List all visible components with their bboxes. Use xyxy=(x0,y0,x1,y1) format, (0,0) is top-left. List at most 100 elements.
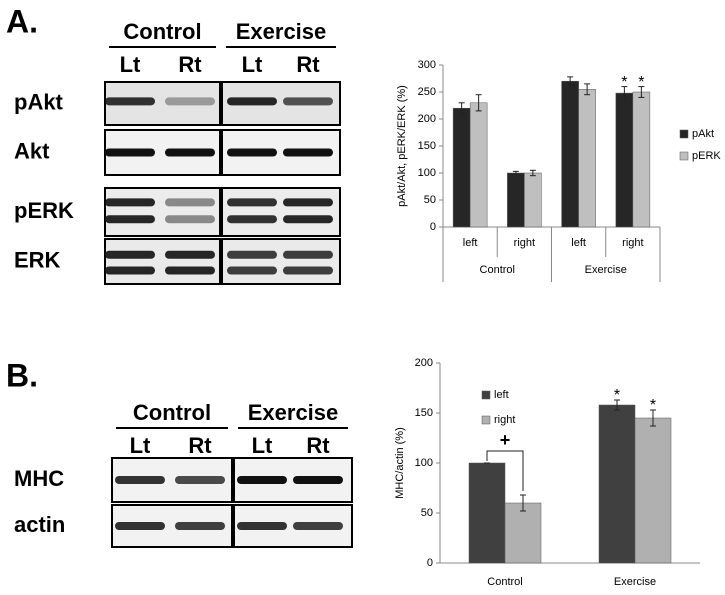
blot-band xyxy=(283,266,333,275)
panel-label: B. xyxy=(6,357,38,393)
blot-band xyxy=(227,250,277,259)
group-label: Control xyxy=(133,400,211,425)
blot-band xyxy=(283,148,333,157)
bar xyxy=(452,107,471,228)
x-tick-label: right xyxy=(514,237,535,249)
lane-label: Lt xyxy=(130,433,151,458)
blot-box xyxy=(104,238,221,285)
y-tick-label: 0 xyxy=(430,221,436,233)
error-bar xyxy=(512,170,519,176)
error-bar xyxy=(638,86,645,98)
annotation: * xyxy=(621,74,627,91)
bar xyxy=(632,91,651,228)
error-bar xyxy=(621,86,628,101)
bar xyxy=(469,102,488,228)
error-bar xyxy=(567,76,574,87)
y-tick-label: 0 xyxy=(427,557,433,569)
error-bar xyxy=(475,94,482,112)
blot-band xyxy=(227,215,277,224)
error-bar xyxy=(614,399,620,411)
blot-band xyxy=(165,198,215,207)
blot-band xyxy=(105,198,155,207)
row-label: Akt xyxy=(14,138,50,163)
blot-band xyxy=(165,148,215,157)
x-tick-label: Exercise xyxy=(614,576,656,588)
error-bar xyxy=(520,494,526,512)
y-tick-label: 150 xyxy=(418,140,436,152)
group-label: Control xyxy=(123,19,201,44)
annotation: * xyxy=(638,74,644,91)
x-tick-label: Control xyxy=(487,576,522,588)
blot-band xyxy=(283,215,333,224)
blot-band xyxy=(165,97,215,106)
panel-label: A. xyxy=(6,3,38,39)
error-bar xyxy=(458,102,465,115)
blot-band xyxy=(237,476,287,484)
legend-label: pERK xyxy=(692,150,721,162)
y-tick-label: 100 xyxy=(418,167,436,179)
bar xyxy=(507,172,525,228)
bar xyxy=(578,89,596,228)
legend-swatch xyxy=(481,390,491,400)
blot-band xyxy=(105,266,155,275)
group-label: Control xyxy=(480,264,515,276)
blot-band xyxy=(293,476,343,484)
y-tick-label: 250 xyxy=(418,86,436,98)
legend-label: right xyxy=(494,414,515,426)
blot-band xyxy=(227,97,277,106)
blot-band xyxy=(227,266,277,275)
legend-swatch xyxy=(679,151,689,161)
lane-label: Rt xyxy=(306,433,330,458)
bar xyxy=(468,462,506,564)
bar xyxy=(598,404,636,564)
error-bar xyxy=(650,409,656,427)
bar xyxy=(634,417,672,564)
blot-band xyxy=(165,215,215,224)
blot-band xyxy=(227,198,277,207)
y-tick-label: 200 xyxy=(418,113,436,125)
y-tick-label: 200 xyxy=(415,357,433,369)
blot-band xyxy=(115,476,165,484)
legend-label: pAkt xyxy=(692,128,714,140)
bar xyxy=(615,92,634,228)
x-tick-label: left xyxy=(571,237,586,249)
row-label: pERK xyxy=(14,198,74,223)
blot-band xyxy=(283,250,333,259)
lane-label: Rt xyxy=(296,52,320,77)
legend-swatch xyxy=(481,415,491,425)
lane-label: Rt xyxy=(178,52,202,77)
bar xyxy=(504,502,542,564)
x-tick-label: left xyxy=(463,237,478,249)
y-tick-label: 50 xyxy=(421,507,433,519)
error-bar xyxy=(584,83,591,96)
blot-band xyxy=(283,198,333,207)
blot-band xyxy=(165,250,215,259)
bracket xyxy=(486,450,524,491)
blot-box xyxy=(221,238,341,285)
row-label: pAkt xyxy=(14,89,64,114)
blot-band xyxy=(105,148,155,157)
bar xyxy=(524,172,542,228)
blot-band xyxy=(105,215,155,224)
blot-band xyxy=(175,476,225,484)
y-tick-label: 150 xyxy=(415,407,433,419)
row-label: ERK xyxy=(14,247,61,272)
blot-band xyxy=(237,522,287,530)
group-label: Exercise xyxy=(248,400,339,425)
legend-label: left xyxy=(494,389,509,401)
blot-band xyxy=(115,522,165,530)
blot-box xyxy=(221,187,341,237)
row-label: MHC xyxy=(14,466,64,491)
error-bar xyxy=(529,169,536,177)
x-tick-label: right xyxy=(622,237,643,249)
lane-label: Lt xyxy=(120,52,141,77)
blot-band xyxy=(105,97,155,106)
blot-band xyxy=(175,522,225,530)
lane-label: Lt xyxy=(252,433,273,458)
y-tick-label: 100 xyxy=(415,457,433,469)
blot-band xyxy=(105,250,155,259)
lane-label: Rt xyxy=(188,433,212,458)
group-label: Exercise xyxy=(585,264,627,276)
y-axis-label: pAkt/Akt, pERK/ERK (%) xyxy=(396,85,408,207)
bar xyxy=(561,80,579,228)
